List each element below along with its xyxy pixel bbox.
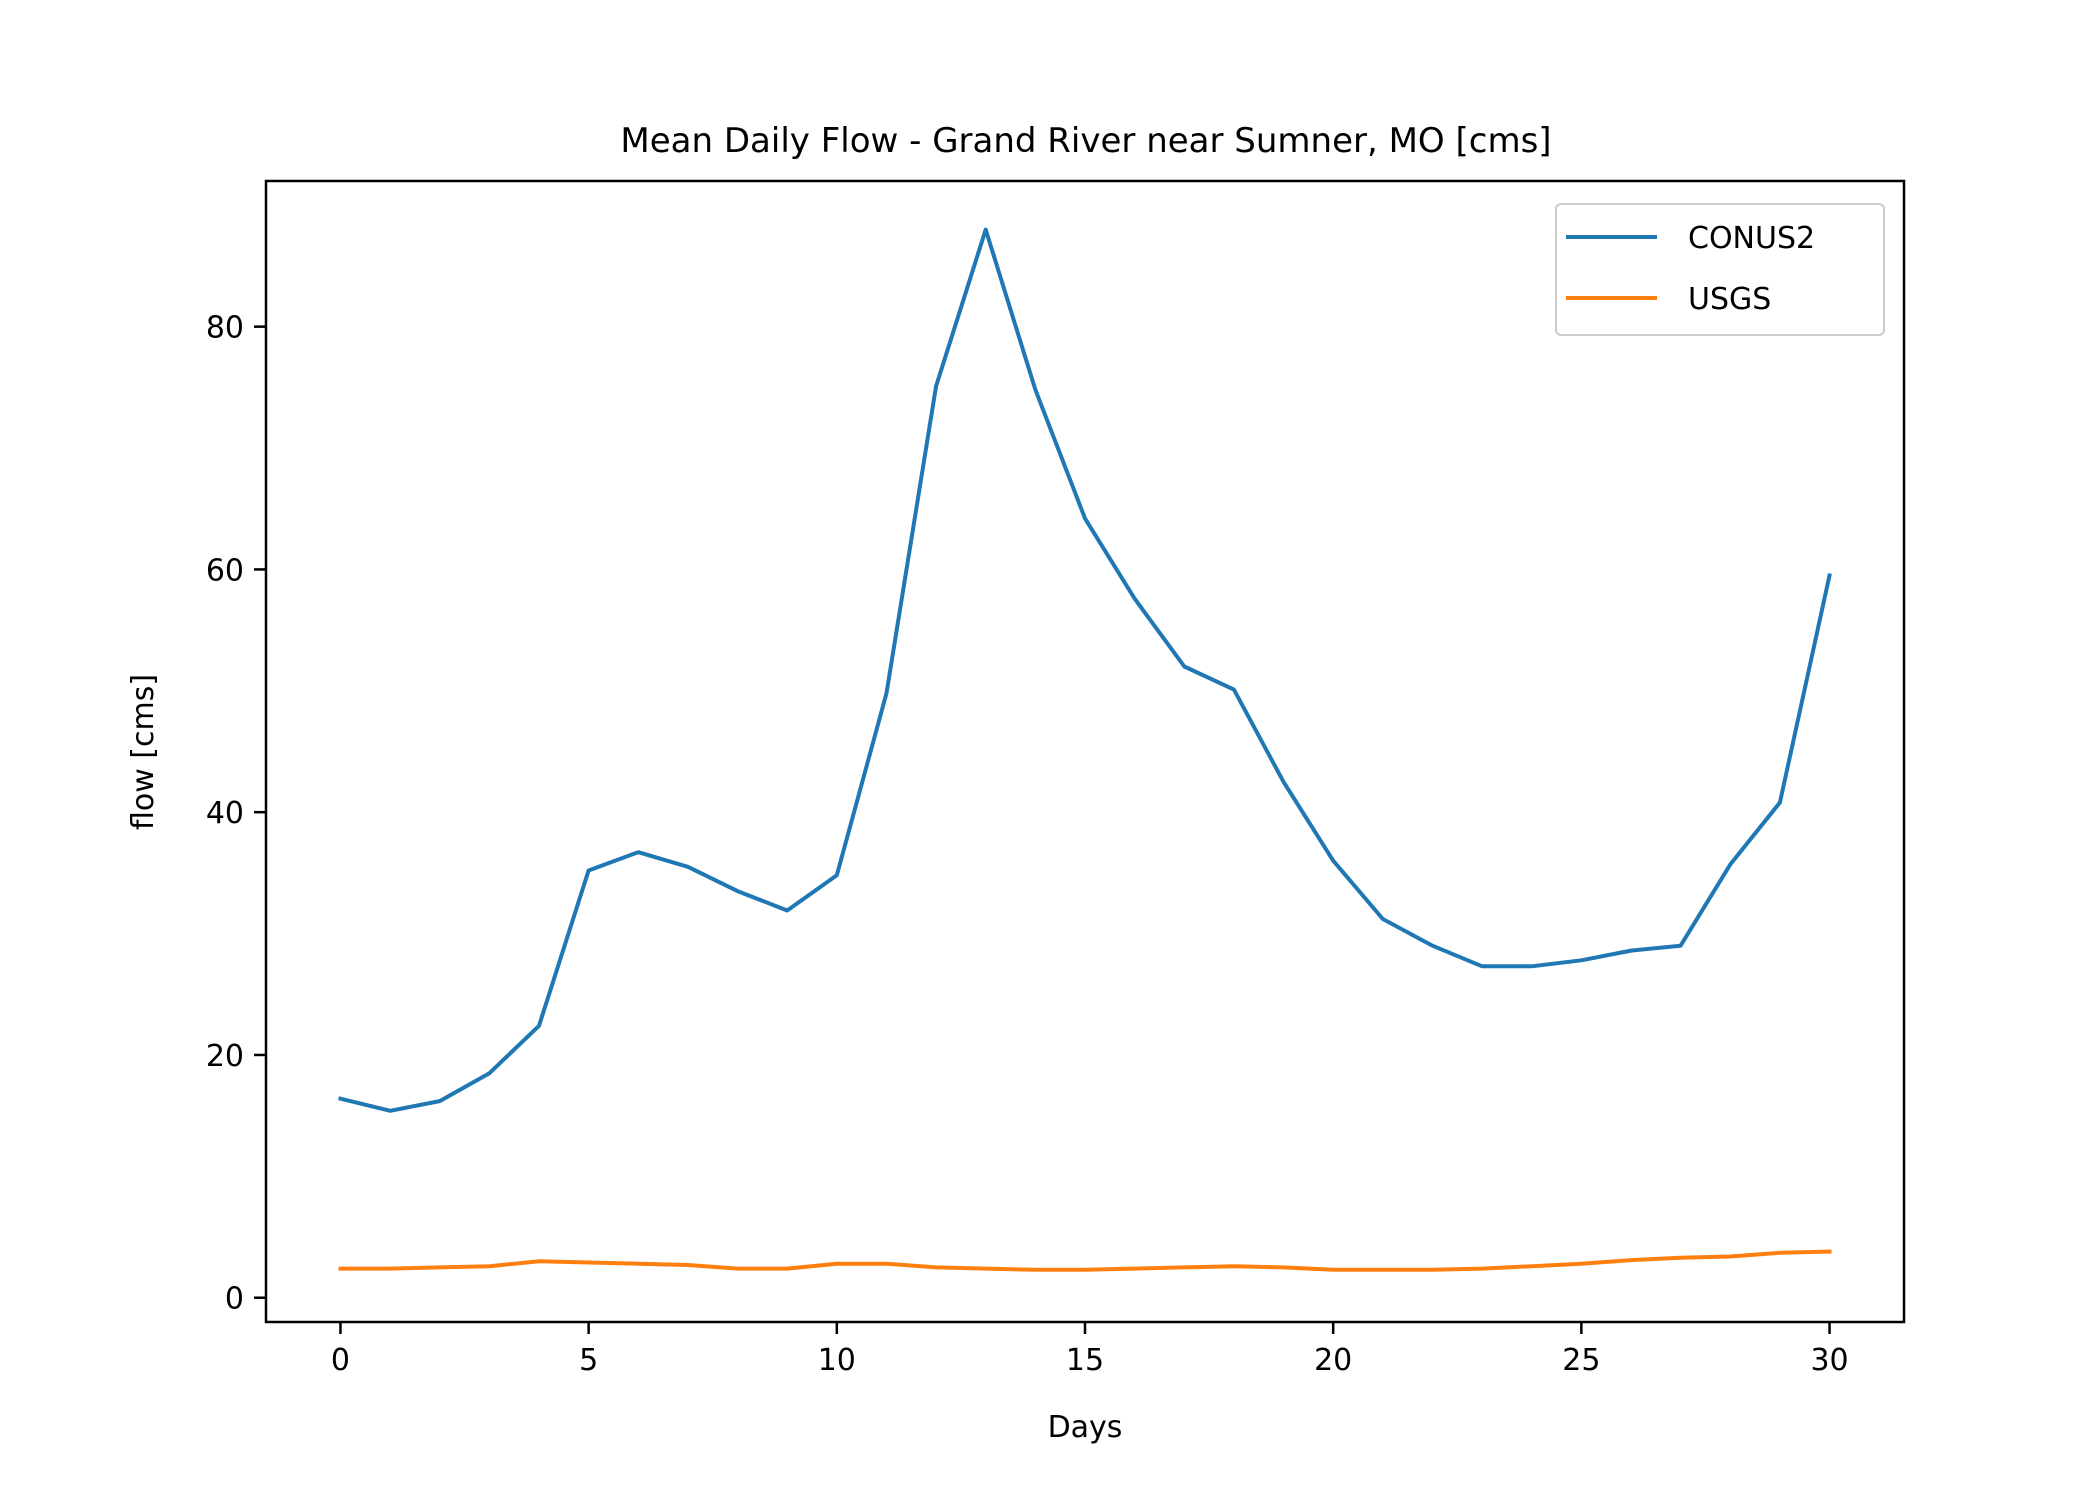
x-tick-label: 25: [1562, 1343, 1600, 1378]
series-layer: [338, 227, 1832, 1272]
x-axis: 0 5 10 15 20 25 30: [331, 1322, 1849, 1378]
legend: CONUS2 USGS: [1555, 203, 1885, 336]
y-tick-label: 60: [206, 553, 244, 588]
series-line-conus2: [338, 227, 1832, 1113]
chart-title: Mean Daily Flow - Grand River near Sumne…: [620, 121, 1551, 161]
legend-label-conus2: CONUS2: [1688, 221, 1815, 256]
y-tick-label: 20: [206, 1039, 244, 1074]
x-tick-label: 0: [331, 1343, 350, 1378]
y-axis: 0 20 40 60 80: [206, 311, 266, 1317]
x-tick-label: 30: [1810, 1343, 1848, 1378]
plot-frame: [264, 179, 1906, 1324]
series-line-usgs: [338, 1249, 1832, 1272]
y-axis-label: flow [cms]: [126, 674, 161, 830]
x-axis-label: Days: [1048, 1410, 1123, 1445]
y-tick-label: 0: [225, 1282, 244, 1317]
x-tick-label: 10: [818, 1343, 856, 1378]
y-tick-label: 40: [206, 796, 244, 831]
legend-label-usgs: USGS: [1688, 282, 1771, 317]
y-tick-label: 80: [206, 311, 244, 346]
x-tick-label: 5: [579, 1343, 598, 1378]
x-tick-label: 20: [1314, 1343, 1352, 1378]
x-tick-label: 15: [1066, 1343, 1104, 1378]
